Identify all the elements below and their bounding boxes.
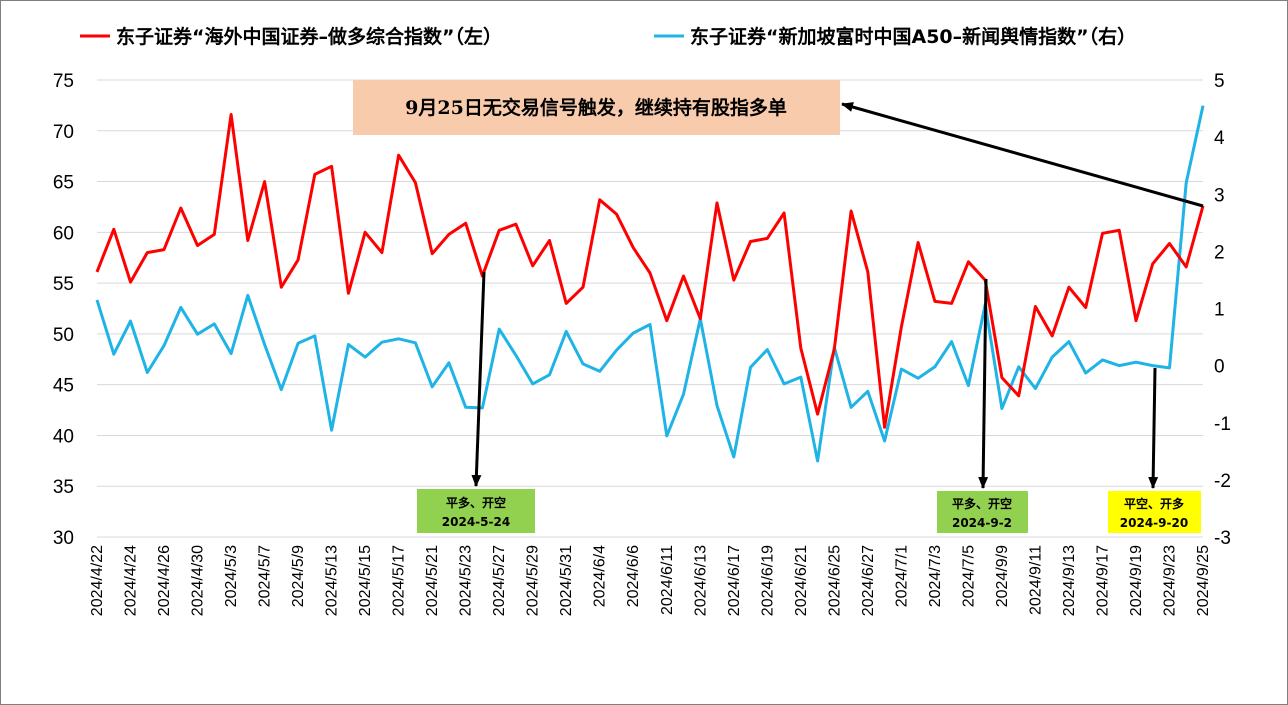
x-tick-label: 2024/6/4 [592,545,609,607]
badge-2-box [937,491,1028,533]
right-tick-label: -1 [1214,414,1231,435]
left-tick-label: 75 [53,71,74,92]
callout-text: 9月25日无交易信号触发，继续持有股指多单 [405,96,787,119]
x-tick-label: 2024/6/6 [625,545,642,607]
x-tick-label: 2024/5/15 [357,545,374,616]
left-tick-label: 35 [53,477,74,498]
callout-arrow [841,102,1204,208]
right-tick-label: 3 [1214,185,1225,206]
x-tick-label: 2024/6/27 [860,545,877,616]
badge-3: 平空、开多 2024-9-20 [1108,367,1201,533]
badge-3-arrow [1148,367,1159,489]
right-tick-label: 5 [1214,71,1225,92]
x-tick-label: 2024/5/7 [257,545,274,607]
badge-3-line2: 2024-9-20 [1120,516,1188,530]
x-tick-label: 2024/9/17 [1094,545,1111,616]
left-tick-label: 45 [53,376,74,397]
x-tick-label: 2024/5/29 [525,545,542,616]
right-tick-label: 0 [1214,357,1225,378]
series-line-red [95,113,1205,429]
badge-2: 平多、开空 2024-9-2 [937,278,1028,533]
legend-label-red: 东子证券“海外中国证券–做多综合指数”（左） [116,25,502,48]
badge-1-line2: 2024-5-24 [442,515,510,529]
x-tick-label: 2024/7/1 [893,545,910,607]
badge-3-line1: 平空、开多 [1124,496,1184,511]
x-tick-label: 2024/9/13 [1061,545,1078,616]
legend-label-blue: 东子证券“新加坡富时中国A50–新闻舆情指数”（右） [690,25,1136,48]
left-tick-label: 70 [53,122,74,143]
x-tick-label: 2024/5/23 [458,545,475,616]
x-tick-label: 2024/5/3 [223,545,240,607]
x-tick-label: 2024/4/30 [190,545,207,616]
x-tick-label: 2024/5/31 [558,545,575,616]
right-tick-label: -2 [1214,471,1231,492]
badge-1-box [417,489,535,533]
x-tick-label: 2024/9/25 [1195,545,1212,616]
left-tick-label: 50 [53,325,74,346]
series-line-blue [95,105,1205,463]
x-tick-label: 2024/5/21 [424,545,441,616]
x-axis-ticks: 2024/4/22 2024/4/24 2024/4/26 2024/4/30 2024… [89,545,1212,616]
legend: 东子证券“海外中国证券–做多综合指数”（左） 东子证券“新加坡富时中国A50–新… [80,25,1136,48]
x-tick-label: 2024/9/19 [1128,545,1145,616]
right-axis-ticks: -3 -2 -1 0 1 2 3 4 5 [1214,71,1231,549]
x-tick-label: 2024/6/19 [759,545,776,616]
badge-2-arrow [978,278,989,489]
x-tick-label: 2024/7/5 [960,545,977,607]
badge-2-line2: 2024-9-2 [952,516,1012,530]
left-tick-label: 55 [53,274,74,295]
left-tick-label: 60 [53,223,74,244]
badge-1: 平多、开空 2024-5-24 [417,271,535,533]
x-tick-label: 2024/4/24 [123,545,140,616]
x-tick-label: 2024/4/22 [89,545,106,616]
x-tick-label: 2024/5/17 [391,545,408,616]
badge-1-arrow [471,271,486,487]
badge-1-line1: 平多、开空 [446,495,506,510]
right-tick-label: 2 [1214,242,1225,263]
callout-box [353,80,840,135]
x-tick-label: 2024/4/26 [156,545,173,616]
x-tick-label: 2024/5/9 [290,545,307,607]
x-tick-label: 2024/7/3 [927,545,944,607]
x-tick-label: 2024/9/9 [994,545,1011,607]
right-tick-label: -3 [1214,528,1231,549]
left-axis-ticks: 30 35 40 45 50 55 60 65 70 75 [53,71,74,549]
x-tick-label: 2024/5/27 [491,545,508,616]
badge-2-line1: 平多、开空 [952,496,1012,511]
x-tick-label: 2024/9/23 [1161,545,1178,616]
x-tick-label: 2024/6/21 [793,545,810,616]
x-tick-label: 2024/6/17 [726,545,743,616]
right-tick-label: 4 [1214,128,1225,149]
left-tick-label: 30 [53,528,74,549]
x-tick-label: 2024/6/11 [659,545,676,615]
x-tick-label: 2024/6/25 [826,545,843,616]
right-tick-label: 1 [1214,300,1225,321]
left-tick-label: 40 [53,426,74,447]
x-tick-label: 2024/5/13 [324,545,341,616]
badge-3-box [1108,491,1201,533]
series-layer [95,105,1205,463]
left-tick-label: 65 [53,173,74,194]
x-tick-label: 2024/9/11 [1027,545,1044,615]
callout: 9月25日无交易信号触发，继续持有股指多单 [353,80,1204,208]
x-tick-label: 2024/6/13 [692,545,709,616]
